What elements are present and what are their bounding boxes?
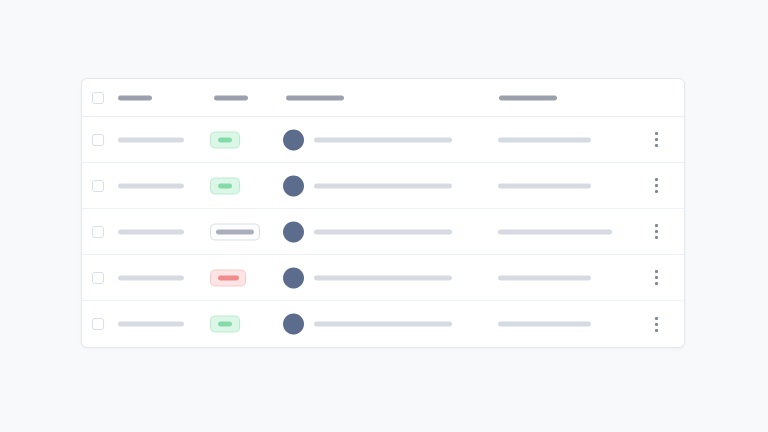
name-placeholder — [118, 183, 184, 188]
status-badge — [210, 131, 240, 148]
status-badge — [210, 177, 240, 194]
table-row — [82, 255, 684, 301]
name-placeholder — [118, 321, 184, 327]
name-placeholder — [118, 229, 184, 234]
row-checkbox[interactable] — [92, 271, 104, 284]
column-header-placeholder-3 — [286, 95, 344, 100]
kebab-vertical-icon — [654, 270, 658, 285]
row-actions-button[interactable] — [648, 175, 664, 197]
kebab-vertical-icon — [654, 224, 658, 239]
table-row — [82, 117, 684, 163]
table-row — [82, 163, 684, 209]
status-badge-bar — [218, 321, 232, 327]
row-actions-button[interactable] — [648, 267, 664, 289]
name-placeholder — [118, 275, 184, 280]
row-checkbox[interactable] — [92, 133, 104, 146]
kebab-vertical-icon — [654, 178, 658, 193]
column-header-placeholder-2 — [214, 95, 248, 100]
status-badge-bar — [217, 275, 239, 280]
avatar — [283, 267, 304, 288]
text-placeholder-primary — [314, 137, 452, 142]
column-header-placeholder-4 — [499, 95, 557, 100]
text-placeholder-primary — [314, 275, 452, 280]
avatar — [283, 313, 304, 335]
status-badge — [210, 223, 260, 240]
column-header-placeholder-1 — [118, 95, 152, 100]
avatar — [283, 129, 304, 150]
row-checkbox[interactable] — [92, 225, 104, 238]
table-header — [82, 79, 684, 117]
status-badge — [210, 269, 246, 286]
table-row — [82, 301, 684, 347]
text-placeholder-primary — [314, 183, 452, 188]
table-row — [82, 209, 684, 255]
text-placeholder-secondary — [498, 229, 612, 234]
kebab-vertical-icon — [654, 316, 658, 332]
status-badge — [210, 315, 240, 333]
text-placeholder-secondary — [498, 321, 591, 327]
avatar — [283, 221, 304, 242]
status-badge-bar — [218, 183, 232, 188]
row-actions-button[interactable] — [648, 129, 664, 151]
select-all-checkbox[interactable] — [92, 91, 104, 104]
row-actions-button[interactable] — [648, 221, 664, 243]
row-checkbox[interactable] — [92, 179, 104, 192]
table-body — [82, 117, 684, 347]
status-badge-bar — [218, 137, 232, 142]
text-placeholder-secondary — [498, 137, 591, 142]
text-placeholder-primary — [314, 229, 452, 234]
name-placeholder — [118, 137, 184, 142]
row-checkbox[interactable] — [92, 318, 104, 330]
avatar — [283, 175, 304, 196]
row-actions-button[interactable] — [648, 313, 664, 335]
skeleton-table — [81, 78, 685, 348]
kebab-vertical-icon — [654, 132, 658, 147]
text-placeholder-secondary — [498, 275, 591, 280]
text-placeholder-primary — [314, 321, 452, 327]
status-badge-bar — [216, 229, 254, 234]
text-placeholder-secondary — [498, 183, 591, 188]
